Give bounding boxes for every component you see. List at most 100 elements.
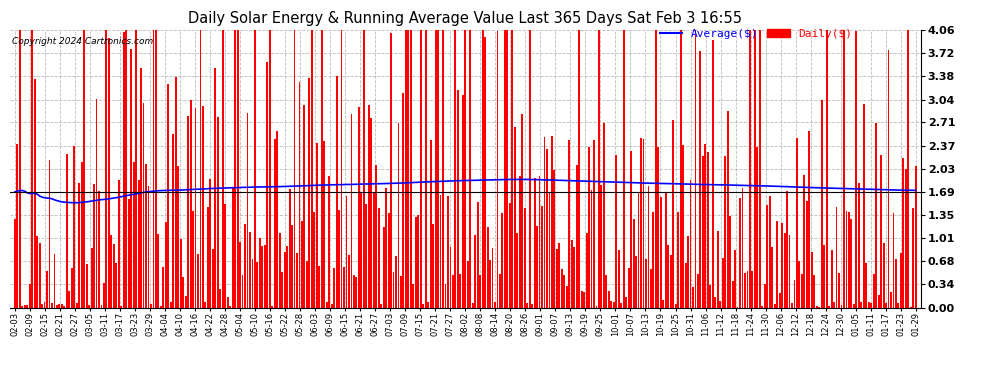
Bar: [791, 303, 793, 307]
Bar: [720, 301, 721, 307]
Bar: [643, 139, 644, 308]
Bar: [34, 79, 36, 308]
Bar: [126, 20, 127, 307]
Bar: [195, 108, 196, 307]
Bar: [326, 302, 328, 307]
Bar: [494, 302, 496, 307]
Bar: [360, 192, 362, 308]
Bar: [400, 276, 402, 308]
Bar: [816, 306, 818, 308]
Bar: [289, 189, 290, 308]
Bar: [39, 243, 41, 308]
Bar: [309, 78, 310, 308]
Bar: [24, 305, 26, 308]
Bar: [737, 307, 739, 308]
Bar: [37, 236, 38, 308]
Bar: [281, 272, 283, 308]
Bar: [740, 198, 741, 308]
Bar: [175, 77, 176, 308]
Bar: [636, 256, 637, 307]
Bar: [551, 136, 552, 308]
Bar: [764, 284, 765, 308]
Bar: [900, 253, 902, 308]
Bar: [440, 195, 442, 308]
Bar: [749, 20, 750, 307]
Bar: [685, 263, 686, 308]
Bar: [697, 274, 699, 308]
Bar: [667, 245, 669, 308]
Bar: [910, 306, 912, 308]
Bar: [502, 213, 503, 308]
Bar: [410, 20, 412, 307]
Bar: [83, 20, 85, 307]
Bar: [563, 276, 565, 308]
Bar: [710, 285, 711, 308]
Bar: [319, 266, 320, 308]
Bar: [831, 250, 833, 307]
Bar: [284, 252, 285, 308]
Bar: [215, 68, 216, 308]
Bar: [373, 192, 374, 308]
Bar: [705, 144, 706, 308]
Bar: [532, 304, 533, 307]
Bar: [106, 24, 107, 307]
Bar: [81, 162, 82, 308]
Bar: [529, 20, 531, 307]
Bar: [504, 20, 506, 307]
Bar: [47, 272, 48, 308]
Bar: [14, 219, 16, 308]
Bar: [121, 306, 122, 308]
Bar: [108, 38, 110, 308]
Bar: [464, 21, 466, 307]
Bar: [167, 84, 169, 308]
Bar: [841, 305, 842, 308]
Bar: [155, 30, 156, 308]
Bar: [225, 204, 226, 308]
Bar: [652, 212, 654, 308]
Bar: [484, 37, 486, 308]
Bar: [428, 302, 429, 307]
Bar: [784, 233, 785, 308]
Bar: [118, 180, 120, 308]
Bar: [172, 134, 174, 308]
Bar: [883, 243, 884, 308]
Bar: [497, 31, 498, 308]
Bar: [467, 261, 468, 308]
Bar: [217, 117, 219, 308]
Bar: [53, 254, 55, 308]
Bar: [801, 274, 803, 308]
Bar: [539, 176, 541, 308]
Bar: [433, 224, 434, 308]
Bar: [363, 20, 364, 307]
Bar: [786, 191, 788, 308]
Bar: [472, 303, 473, 307]
Bar: [207, 207, 209, 308]
Bar: [232, 188, 234, 308]
Bar: [32, 20, 33, 307]
Bar: [76, 303, 77, 307]
Bar: [628, 268, 630, 308]
Bar: [276, 130, 278, 308]
Bar: [96, 99, 97, 308]
Bar: [826, 20, 828, 307]
Bar: [222, 20, 224, 307]
Bar: [68, 291, 70, 308]
Bar: [131, 49, 132, 308]
Bar: [645, 259, 646, 308]
Bar: [336, 76, 338, 307]
Bar: [316, 143, 318, 308]
Bar: [123, 32, 125, 308]
Bar: [395, 256, 397, 308]
Bar: [665, 194, 666, 308]
Bar: [19, 20, 21, 307]
Bar: [839, 273, 840, 308]
Bar: [86, 264, 87, 308]
Bar: [358, 107, 359, 308]
Bar: [845, 211, 847, 308]
Bar: [603, 123, 605, 308]
Bar: [311, 20, 313, 307]
Bar: [334, 268, 335, 308]
Bar: [269, 25, 270, 307]
Bar: [93, 184, 95, 308]
Bar: [73, 146, 75, 308]
